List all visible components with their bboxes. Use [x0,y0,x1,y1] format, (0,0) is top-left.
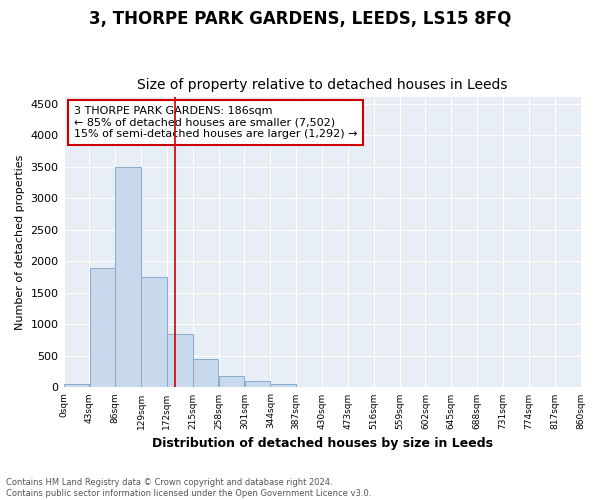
Bar [115,166,141,388]
X-axis label: Distribution of detached houses by size in Leeds: Distribution of detached houses by size … [152,437,493,450]
Bar [64,384,89,388]
Bar [219,376,244,388]
Text: Contains HM Land Registry data © Crown copyright and database right 2024.
Contai: Contains HM Land Registry data © Crown c… [6,478,371,498]
Title: Size of property relative to detached houses in Leeds: Size of property relative to detached ho… [137,78,507,92]
Bar [193,359,218,388]
Bar [271,384,296,388]
Text: 3, THORPE PARK GARDENS, LEEDS, LS15 8FQ: 3, THORPE PARK GARDENS, LEEDS, LS15 8FQ [89,10,511,28]
Bar [245,381,270,388]
Text: 3 THORPE PARK GARDENS: 186sqm
← 85% of detached houses are smaller (7,502)
15% o: 3 THORPE PARK GARDENS: 186sqm ← 85% of d… [74,106,358,139]
Bar [89,268,115,388]
Y-axis label: Number of detached properties: Number of detached properties [15,154,25,330]
Bar [167,334,193,388]
Bar [141,277,167,388]
